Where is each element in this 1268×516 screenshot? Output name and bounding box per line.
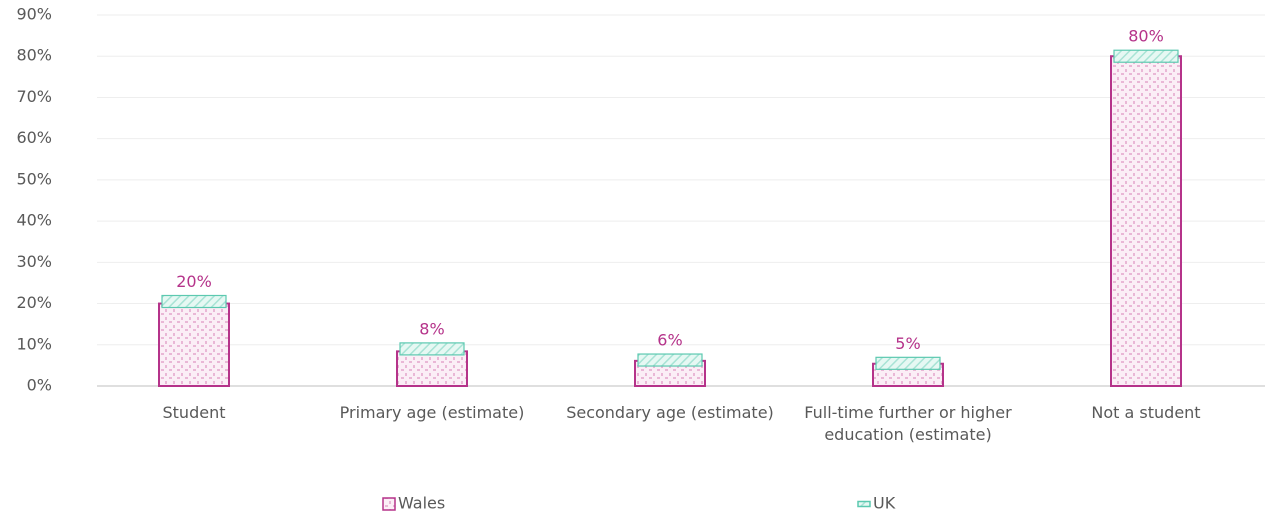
uk-marker	[875, 356, 941, 370]
legend-label: UK	[873, 494, 896, 513]
x-tick-label: Primary age (estimate)	[339, 403, 525, 422]
data-label: 8%	[419, 319, 444, 338]
y-tick-label: 90%	[16, 5, 52, 24]
x-tick-label: Secondary age (estimate)	[566, 403, 774, 422]
legend-swatch	[382, 497, 396, 511]
x-tick-label: Full-time further or higher education (e…	[804, 403, 1012, 444]
x-tick-label: Not a student	[1091, 403, 1201, 422]
y-tick-label: 0%	[27, 376, 52, 395]
legend-swatch	[857, 500, 871, 508]
uk-marker	[161, 294, 227, 309]
y-tick-label: 70%	[16, 87, 52, 106]
data-label: 6%	[657, 331, 682, 350]
y-tick-label: 10%	[16, 334, 52, 353]
bar	[158, 302, 230, 387]
x-tick-label: Student	[162, 403, 226, 422]
data-label: 80%	[1128, 27, 1164, 46]
legend-label: Wales	[398, 494, 445, 513]
uk-marker	[399, 342, 465, 356]
y-tick-label: 80%	[16, 46, 52, 65]
uk-marker	[1113, 49, 1179, 63]
uk-marker	[637, 353, 703, 367]
data-label: 20%	[176, 272, 212, 291]
y-tick-label: 50%	[16, 169, 52, 188]
bar	[1110, 55, 1182, 387]
y-tick-label: 60%	[16, 128, 52, 147]
data-label: 5%	[895, 334, 920, 353]
y-tick-label: 40%	[16, 211, 52, 230]
y-tick-label: 20%	[16, 293, 52, 312]
y-tick-label: 30%	[16, 252, 52, 271]
bar	[396, 350, 468, 387]
